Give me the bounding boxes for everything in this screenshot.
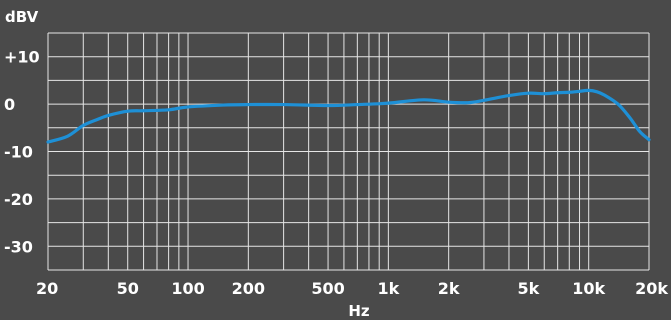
- x-tick-label: 500: [311, 279, 344, 298]
- x-axis-title: Hz: [348, 302, 370, 320]
- y-tick-label: -20: [4, 190, 33, 209]
- y-tick-label: -30: [4, 237, 33, 256]
- grid: [47, 32, 650, 271]
- series-line: [46, 88, 651, 144]
- x-tick-label: 10k: [572, 279, 605, 298]
- y-axis-title: dBV: [5, 8, 39, 26]
- series-layer: [46, 88, 651, 144]
- x-tick-labels: 20 50 100 200 500 1k 2k 5k 10k 20k: [36, 279, 668, 298]
- x-tick-label: 50: [117, 279, 139, 298]
- y-tick-label: 0: [4, 95, 15, 114]
- x-tick-label: 100: [171, 279, 204, 298]
- y-tick-label: +10: [4, 48, 40, 67]
- x-tick-label: 20: [36, 279, 58, 298]
- x-tick-label: 1k: [377, 279, 399, 298]
- y-tick-labels: +10 0 -10 -20 -30: [4, 48, 40, 257]
- x-tick-label: 2k: [438, 279, 460, 298]
- x-tick-label: 5k: [517, 279, 539, 298]
- x-tick-label: 200: [232, 279, 265, 298]
- y-tick-label: -10: [4, 143, 33, 162]
- x-tick-label: 20k: [635, 279, 668, 298]
